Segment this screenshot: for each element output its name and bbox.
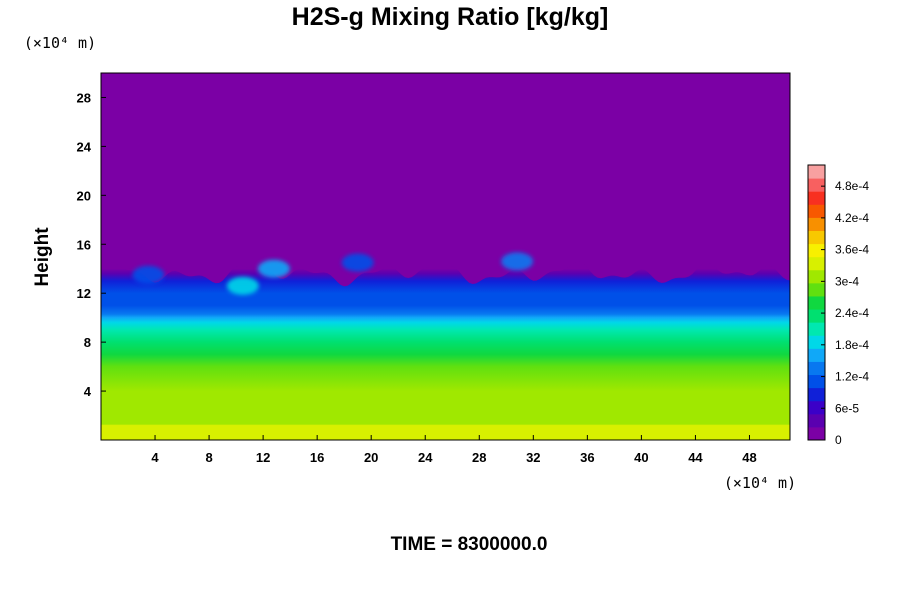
- colorbar-segment: [808, 361, 825, 376]
- x-tick-label: 28: [472, 450, 486, 465]
- colorbar-tick-label: 1.8e-4: [835, 338, 869, 352]
- y-tick-label: 20: [77, 188, 91, 203]
- x-unit-label: (×10⁴ m): [724, 474, 796, 492]
- plumes: [132, 252, 534, 295]
- colorbar-segment: [808, 309, 825, 323]
- colorbar-segment: [808, 165, 825, 179]
- colorbar-segment: [808, 191, 825, 205]
- colorbar-tick-label: 1.2e-4: [835, 370, 869, 384]
- y-tick-label: 8: [84, 335, 91, 350]
- x-tick-label: 48: [742, 450, 756, 465]
- y-tick-label: 12: [77, 286, 91, 301]
- x-tick-label: 12: [256, 450, 270, 465]
- y-ticks: 4 8 12 16 20 24 28: [77, 90, 106, 399]
- x-tick-label: 4: [151, 450, 159, 465]
- x-tick-label: 44: [688, 450, 703, 465]
- colorbar-segment: [808, 178, 825, 192]
- colorbar-segment: [808, 387, 825, 402]
- colorbar-segment: [808, 348, 825, 362]
- y-tick-label: 28: [77, 90, 91, 105]
- colorbar-tick-label: 4.2e-4: [835, 211, 869, 225]
- colorbar-segment: [808, 256, 825, 271]
- x-tick-label: 24: [418, 450, 433, 465]
- colorbar-segment: [808, 269, 825, 284]
- colorbar-segment: [808, 413, 825, 428]
- time-label: TIME = 8300000.0: [391, 534, 548, 555]
- colorbar-segment: [808, 217, 825, 231]
- y-tick-label: 24: [77, 139, 92, 154]
- colorbar-segment: [808, 335, 825, 349]
- colorbar-segment: [808, 400, 825, 415]
- x-tick-label: 8: [205, 450, 212, 465]
- x-tick-label: 16: [310, 450, 324, 465]
- colorbar-segment: [808, 204, 825, 218]
- x-tick-label: 40: [634, 450, 648, 465]
- colorbar-segment: [808, 230, 825, 245]
- plot-border: [100, 72, 791, 441]
- colorbar-segment: [808, 322, 825, 336]
- colorbar-segment: [808, 374, 825, 389]
- plume-blob: [501, 252, 534, 271]
- x-tick-label: 20: [364, 450, 378, 465]
- x-tick-label: 32: [526, 450, 540, 465]
- plume-blob: [226, 276, 259, 295]
- colorbar-tick-label: 6e-5: [835, 401, 859, 415]
- colorbar-tick-label: 3e-4: [835, 274, 859, 288]
- plume-blob: [257, 259, 290, 278]
- colorbar: 0 6e-5 1.2e-4 1.8e-4 2.4e-4 3e-4 3.6e-4 4.2e-4 4…: [807, 164, 869, 447]
- y-unit-label: (×10⁴ m): [24, 34, 96, 52]
- plume-blob: [132, 265, 165, 284]
- colorbar-segment: [808, 426, 825, 441]
- y-axis-label: Height: [32, 227, 53, 287]
- colorbar-tick-label: 4.8e-4: [835, 179, 869, 193]
- y-tick-label: 4: [84, 384, 92, 399]
- x-ticks: 4 8 12 16 20 24 28 32 36 40 44 48: [151, 435, 757, 465]
- colorbar-border: [807, 164, 826, 441]
- colorbar-tick-label: 0: [835, 433, 842, 447]
- colorbar-tick-label: 3.6e-4: [835, 243, 869, 257]
- colorbar-segment: [808, 243, 825, 258]
- plume-blob: [341, 253, 374, 272]
- colorbar-segment: [808, 282, 825, 297]
- plume-top-edge: [101, 73, 790, 287]
- y-tick-label: 16: [77, 237, 91, 252]
- colorbar-tick-label: 2.4e-4: [835, 306, 869, 320]
- colorbar-segment: [808, 295, 825, 310]
- plot-area: [100, 72, 791, 441]
- chart-title: H2S-g Mixing Ratio [kg/kg]: [292, 3, 609, 31]
- x-tick-label: 36: [580, 450, 594, 465]
